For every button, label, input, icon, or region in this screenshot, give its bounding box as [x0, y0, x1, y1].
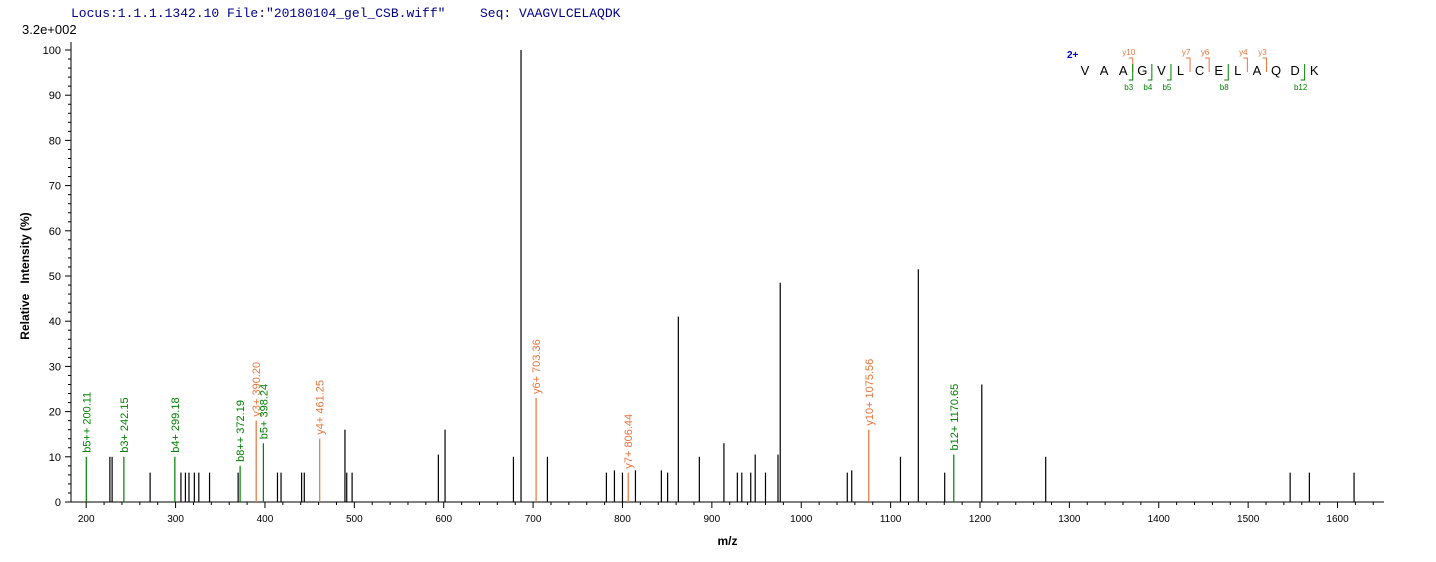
residue-letter: V: [1081, 63, 1090, 78]
x-axis-title: m/z: [717, 534, 737, 548]
charge-state-label: 2+: [1067, 50, 1079, 61]
y-fragment-label: y10: [1122, 48, 1135, 57]
peak-labels: b5++ 200.11 b3+ 242.15 b4+ 299.18 b8++ 372.…: [81, 339, 960, 468]
residue-letter: A: [1253, 63, 1262, 78]
residue-letter: E: [1214, 63, 1223, 78]
b-fragment-label: b12: [1294, 83, 1308, 92]
x-tick-label: 1500: [1237, 514, 1260, 525]
y-fragment-label: y6: [1201, 48, 1210, 57]
residue-letter: A: [1119, 63, 1128, 78]
b-fragment-label: b8: [1220, 83, 1229, 92]
x-tick-label: 300: [167, 514, 184, 525]
y-tick-label: 20: [49, 407, 61, 419]
x-tick-label: 400: [257, 514, 274, 525]
residue-letter: V: [1157, 63, 1166, 78]
x-tick-label: 900: [704, 514, 721, 525]
x-tick-label: 1200: [969, 514, 992, 525]
x-tick-label: 800: [614, 514, 631, 525]
residue-letter: G: [1137, 63, 1147, 78]
y-tick-label: 100: [43, 45, 61, 57]
x-tick-label: 1600: [1326, 514, 1349, 525]
x-tick-label: 1400: [1148, 514, 1171, 525]
b-fragment-mark: [1166, 64, 1172, 81]
x-tick-label: 1300: [1058, 514, 1081, 525]
y-tick-label: 70: [49, 181, 61, 193]
y-ion-label: y6+ 703.36: [531, 339, 543, 394]
y-fragment-label: y3: [1258, 48, 1267, 57]
b-fragment-mark: [1224, 64, 1229, 81]
residue-letter: K: [1310, 63, 1319, 78]
b-fragment-mark: [1147, 64, 1153, 81]
residue-letter: D: [1290, 63, 1299, 78]
b-ion-label: b5+ 398.24: [258, 384, 270, 439]
x-tick-label: 1100: [880, 514, 902, 525]
y-fragment-mark: [1128, 57, 1134, 72]
b-ion-label: b3+ 242.15: [119, 397, 131, 452]
y-fragment-label: y7: [1182, 48, 1191, 57]
peaks: [85, 50, 1355, 502]
b-ion-label: b12+ 1170.65: [949, 384, 961, 451]
y-tick-label: 30: [49, 361, 61, 373]
b-fragment-label: b4: [1143, 83, 1152, 92]
y-fragment-mark: [1186, 57, 1191, 72]
y-ion-label: y10+ 1075.56: [864, 359, 876, 426]
b-ion-label: b8++ 372.19: [235, 400, 247, 462]
residue-letter: L: [1177, 63, 1184, 78]
y-tick-label: 50: [49, 271, 61, 283]
y-fragment-mark: [1262, 57, 1267, 72]
y-tick-label: 40: [49, 316, 61, 328]
y-tick-label: 0: [55, 497, 61, 509]
y-fragment-mark: [1205, 57, 1210, 72]
b-fragment-mark: [1128, 64, 1134, 81]
axes: 200 300 400 500 600 700 800 900 1000 1100 1200 1300…: [18, 42, 1384, 548]
x-tick-label: 600: [435, 514, 452, 525]
y-tick-label: 80: [49, 135, 61, 147]
y-ion-label: y4+ 461.25: [315, 380, 327, 435]
b-fragment-label: b5: [1162, 83, 1171, 92]
y-tick-label: 10: [49, 452, 61, 464]
y-axis-title: Relative Intensity (%): [18, 212, 32, 339]
x-tick-label: 700: [525, 514, 542, 525]
b-fragment-mark: [1300, 64, 1306, 81]
residue-letter: L: [1234, 63, 1241, 78]
b-fragment-label: b3: [1124, 83, 1133, 92]
residue-letter: Q: [1271, 63, 1281, 78]
b-ion-label: b4+ 299.18: [170, 397, 182, 452]
residue-letter: C: [1195, 63, 1204, 78]
locus-file-label: Locus:1.1.1.1342.10 File:"20180104_gel_C…: [71, 6, 446, 21]
x-tick-label: 500: [346, 514, 363, 525]
residue-letter: A: [1100, 63, 1109, 78]
y-ion-label: y3+ 390.20: [251, 362, 263, 417]
y-tick-label: 60: [49, 226, 61, 238]
x-tick-label: 200: [78, 514, 95, 525]
y-fragment-mark: [1243, 57, 1248, 72]
max-intensity-label: 3.2e+002: [22, 22, 77, 37]
y-tick-label: 90: [49, 90, 61, 102]
y-fragment-label: y4: [1239, 48, 1248, 57]
y-ion-label: y7+ 806.44: [623, 414, 635, 469]
x-tick-label: 1000: [790, 514, 813, 525]
sequence-label: Seq: VAAGVLCELAQDK: [480, 6, 621, 21]
b-ion-label: b5++ 200.11: [81, 392, 93, 453]
